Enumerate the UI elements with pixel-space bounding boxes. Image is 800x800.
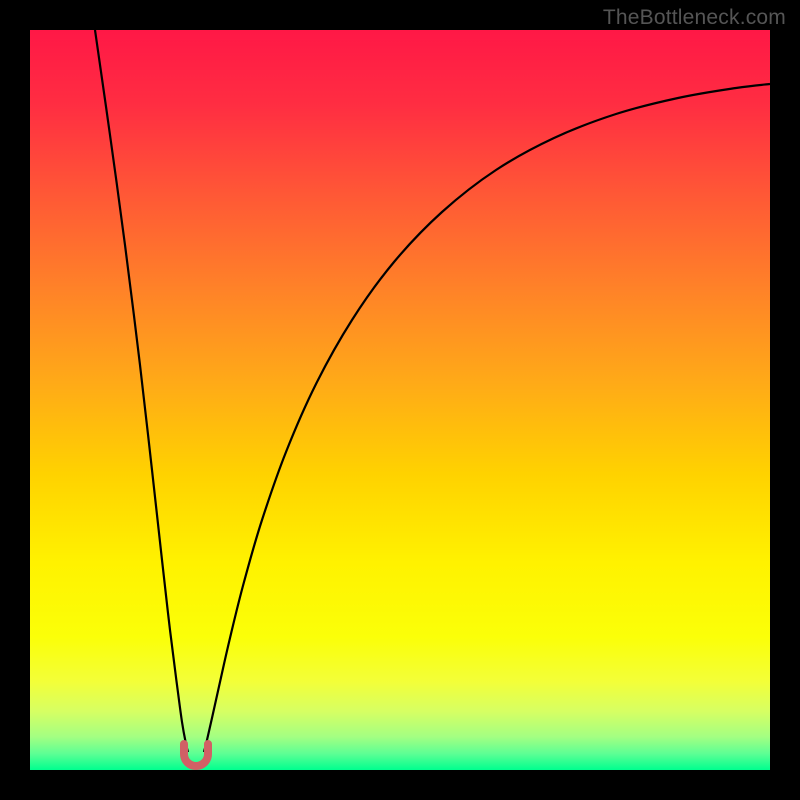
curve-right-branch <box>204 84 770 752</box>
curve-layer <box>30 30 770 770</box>
chart-frame: TheBottleneck.com <box>0 0 800 800</box>
minimum-marker <box>184 744 208 766</box>
watermark-text: TheBottleneck.com <box>603 6 786 30</box>
plot-area <box>30 30 770 770</box>
curve-left-branch <box>95 30 188 752</box>
